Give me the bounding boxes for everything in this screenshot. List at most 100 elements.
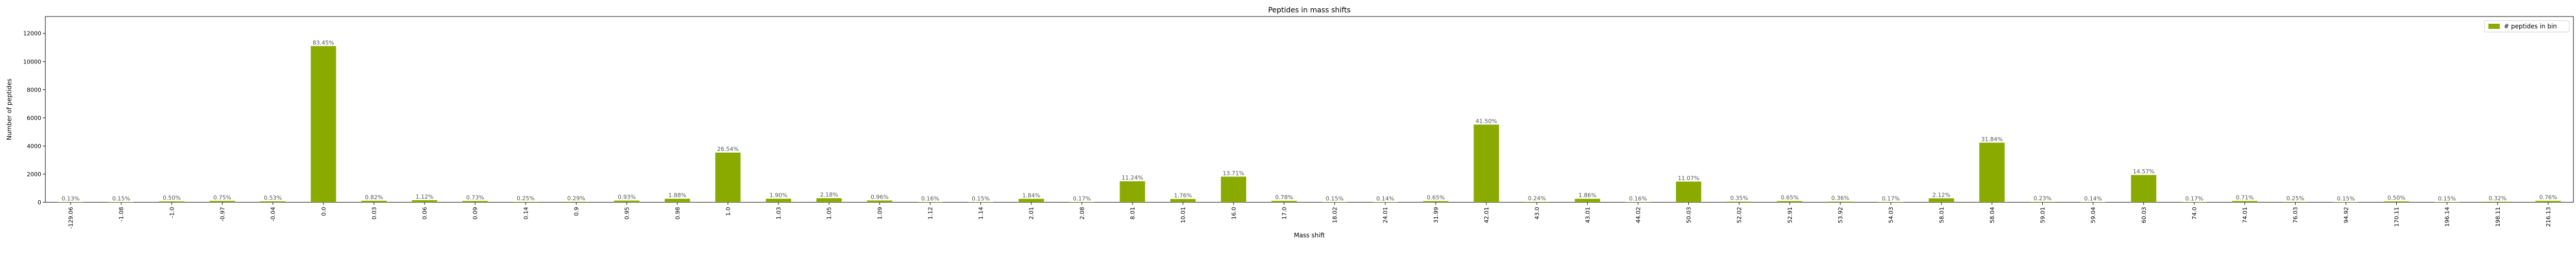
bar (209, 201, 235, 202)
x-tick-label: 58.04 (1989, 207, 1995, 223)
bar-data-label: 2.18% (820, 191, 838, 198)
x-tick-label: 16.0 (1230, 207, 1237, 220)
bar (2232, 201, 2258, 202)
y-tick-label: 0 (38, 199, 41, 206)
y-tick-label: 12000 (23, 30, 41, 37)
bar-data-label: 0.29% (567, 195, 585, 202)
bar-data-label: 0.13% (62, 196, 80, 202)
x-axis: -129.06 -1.08 -1.0 -0.97 -0.04 0.0 0.03 0.06 0.0… (67, 202, 2552, 229)
bar (2383, 201, 2410, 202)
bar (1423, 201, 1449, 202)
x-tick-label: 1.05 (826, 207, 833, 220)
bar-data-label: 0.65% (1781, 195, 1799, 201)
bar-data-label: 0.93% (618, 194, 636, 201)
bar-data-label: 31.84% (1981, 136, 2003, 143)
x-tick-label: 17.0 (1281, 207, 1287, 220)
bar-data-label: 0.50% (163, 195, 181, 201)
bar-data-label: 1.88% (668, 192, 686, 199)
bar-data-label: 1.84% (1022, 192, 1040, 199)
bar-data-label: 0.82% (365, 194, 383, 201)
bar-data-label: 0.23% (2033, 195, 2052, 202)
x-tick-label: 8.01 (1129, 207, 1136, 220)
bars: 0.13% 0.15% 0.50% 0.75% 0.53% 83.45% 0.82% 1.12… (58, 39, 2561, 202)
legend-swatch (2488, 24, 2500, 29)
chart-title: Peptides in mass shifts (1268, 6, 1350, 14)
bar (412, 200, 437, 202)
x-tick-label: 10.01 (1180, 207, 1187, 223)
x-tick-label: 53.92 (1837, 207, 1844, 223)
bar-data-label: 1.12% (416, 194, 434, 200)
x-tick-label: 0.03 (371, 207, 378, 220)
bar (1473, 124, 1499, 202)
bar (462, 201, 488, 202)
x-tick-label: -0.04 (270, 207, 277, 221)
x-tick-label: 43.0 (1534, 207, 1540, 220)
bar-data-label: 0.25% (517, 195, 535, 202)
bar-data-label: 0.17% (2185, 195, 2203, 202)
x-tick-label: 0.95 (624, 207, 631, 220)
x-tick-label: 58.01 (1938, 207, 1945, 223)
bar-data-label: 41.50% (1476, 118, 1497, 124)
bar (1777, 201, 1803, 202)
plot-frame (45, 16, 2574, 203)
x-tick-label: 0.06 (421, 207, 428, 220)
x-tick-label: 74.0 (2191, 207, 2198, 220)
bar-data-label: 83.45% (313, 39, 334, 46)
bar-data-label: 0.15% (112, 195, 130, 202)
x-tick-label: 50.03 (1686, 207, 1692, 223)
y-tick-label: 4000 (27, 143, 41, 150)
x-tick-label: 198.11 (2495, 207, 2501, 227)
legend-label: # peptides in bin (2504, 23, 2557, 30)
bar-data-label: 0.53% (264, 195, 282, 201)
x-tick-label: 42.01 (1483, 207, 1490, 223)
x-tick-label: 59.04 (2090, 207, 2097, 223)
legend: # peptides in bin (2484, 20, 2570, 33)
bar (260, 201, 286, 202)
x-tick-label: 0.9 (573, 207, 580, 216)
bar-data-label: 0.15% (972, 195, 990, 202)
legend-box (2484, 20, 2570, 33)
bar-data-label: 0.78% (1275, 194, 1293, 201)
bar (159, 201, 184, 202)
x-tick-label: 1.0 (725, 207, 732, 216)
bar (1271, 201, 1297, 202)
bar (867, 200, 892, 202)
bar-data-label: 0.96% (871, 194, 889, 201)
x-tick-label: 44.02 (1635, 207, 1641, 223)
bar-data-label: 0.24% (1528, 195, 1546, 202)
bar-data-label: 0.15% (2438, 195, 2456, 202)
bar-data-label: 26.54% (717, 146, 739, 153)
bar-data-label: 1.86% (1579, 192, 1597, 199)
bar-data-label: 0.73% (466, 194, 484, 201)
x-tick-label: 1.14 (978, 207, 985, 220)
y-axis: 0 2000 4000 6000 8000 10000 12000 (23, 30, 45, 206)
bar (1979, 142, 2005, 202)
bar (1676, 181, 1702, 202)
bar (311, 46, 336, 202)
x-tick-label: 0.98 (674, 207, 681, 220)
bar (2535, 201, 2561, 202)
bar (816, 198, 842, 202)
x-tick-label: 1.03 (775, 207, 782, 220)
bar-data-label: 11.07% (1678, 175, 1700, 182)
x-tick-label: 0.09 (472, 207, 479, 220)
bar-data-label: 0.50% (2387, 195, 2405, 201)
x-tick-label: 31.99 (1433, 207, 1439, 223)
bar-data-label: 0.17% (1073, 195, 1091, 202)
x-tick-label: -0.97 (219, 207, 226, 221)
y-tick-label: 6000 (27, 115, 41, 121)
x-tick-label: 74.01 (2242, 207, 2248, 223)
bar-data-label: 0.65% (1427, 195, 1445, 201)
bar-data-label: 0.32% (2488, 195, 2506, 202)
x-tick-label: 52.91 (1787, 207, 1793, 223)
bar (715, 152, 741, 202)
y-tick-label: 10000 (23, 58, 41, 65)
bar-data-label: 2.12% (1933, 191, 1951, 198)
bar-data-label: 0.25% (2286, 195, 2304, 202)
bar (2131, 175, 2157, 202)
bar-data-label: 11.24% (1122, 174, 1143, 181)
bar-data-label: 0.16% (921, 195, 939, 202)
x-axis-title: Mass shift (1294, 232, 1325, 239)
bar-data-label: 0.36% (1831, 195, 1849, 202)
